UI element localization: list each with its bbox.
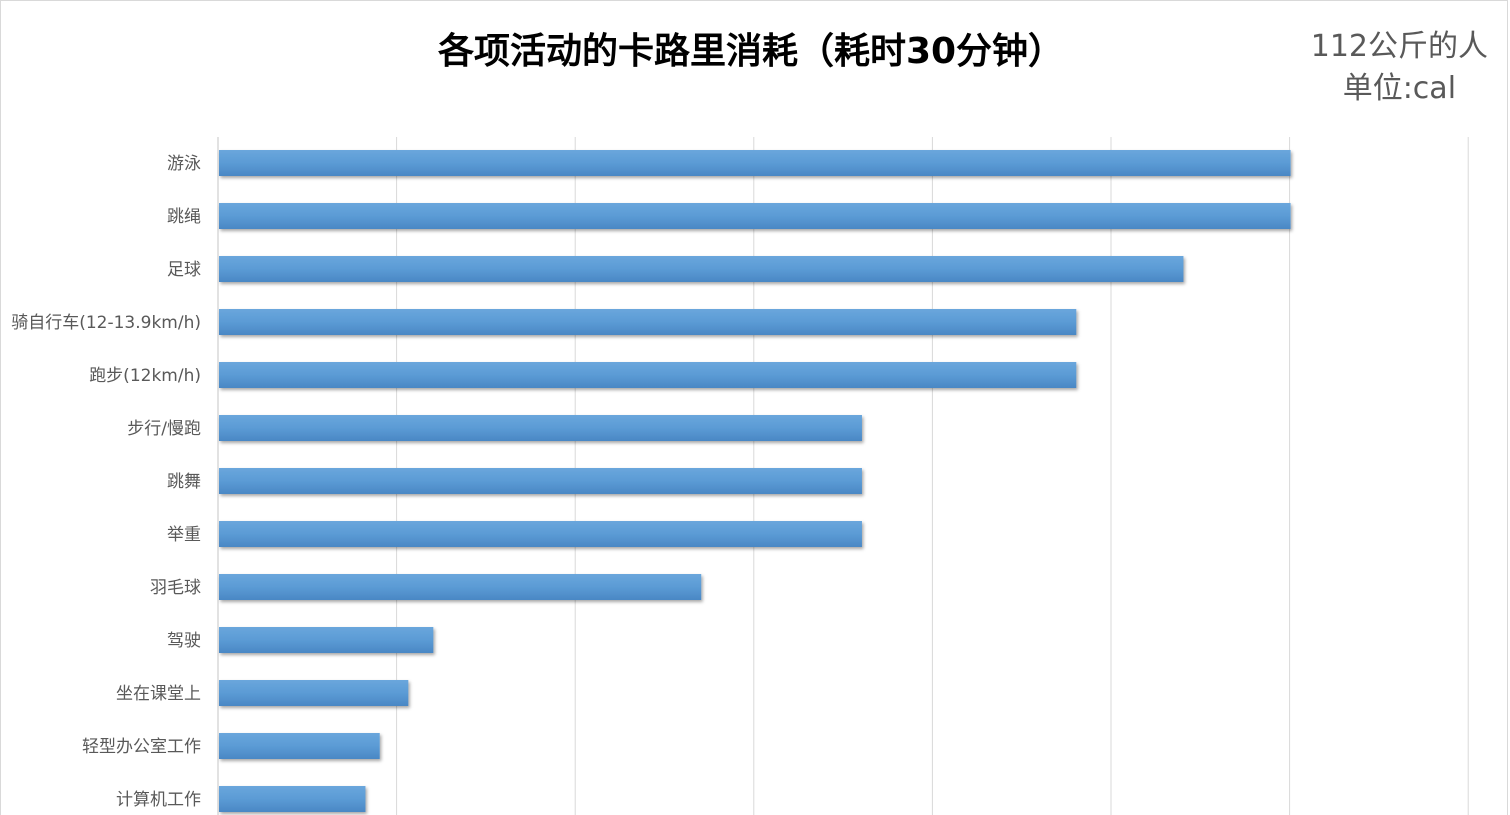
bar-9 — [219, 627, 434, 653]
bar-3 — [219, 309, 1077, 335]
category-label-0: 游泳 — [167, 154, 201, 174]
bar-2 — [219, 256, 1184, 282]
unit-label: 单位:cal — [1342, 71, 1457, 106]
unit-box: 112公斤的人 单位:cal — [1311, 26, 1488, 110]
category-label-9: 驾驶 — [167, 631, 201, 651]
category-label-4: 跑步(12km/h) — [89, 366, 201, 386]
category-label-3: 骑自行车(12-13.9km/h) — [11, 313, 201, 333]
bar-12 — [219, 786, 366, 812]
bar-10 — [219, 680, 409, 706]
bar-1 — [219, 203, 1291, 229]
bar-0 — [219, 150, 1291, 176]
category-label-6: 跳舞 — [167, 472, 201, 492]
category-label-7: 举重 — [167, 525, 201, 545]
bar-5 — [219, 415, 862, 441]
category-label-5: 步行/慢跑 — [127, 418, 201, 439]
bars — [219, 150, 1291, 812]
bar-7 — [219, 521, 862, 547]
category-label-2: 足球 — [167, 260, 201, 280]
bar-6 — [219, 468, 862, 494]
subtitle: 112公斤的人 — [1310, 29, 1488, 64]
bar-11 — [219, 733, 380, 759]
category-label-1: 跳绳 — [167, 207, 201, 227]
category-label-12: 计算机工作 — [116, 790, 201, 810]
bar-8 — [219, 574, 702, 600]
chart-title: 各项活动的卡路里消耗（耗时30分钟） — [437, 31, 1065, 72]
category-label-11: 轻型办公室工作 — [82, 737, 201, 757]
category-label-10: 坐在课堂上 — [116, 684, 201, 704]
category-label-8: 羽毛球 — [150, 578, 201, 598]
bar-4 — [219, 362, 1077, 388]
